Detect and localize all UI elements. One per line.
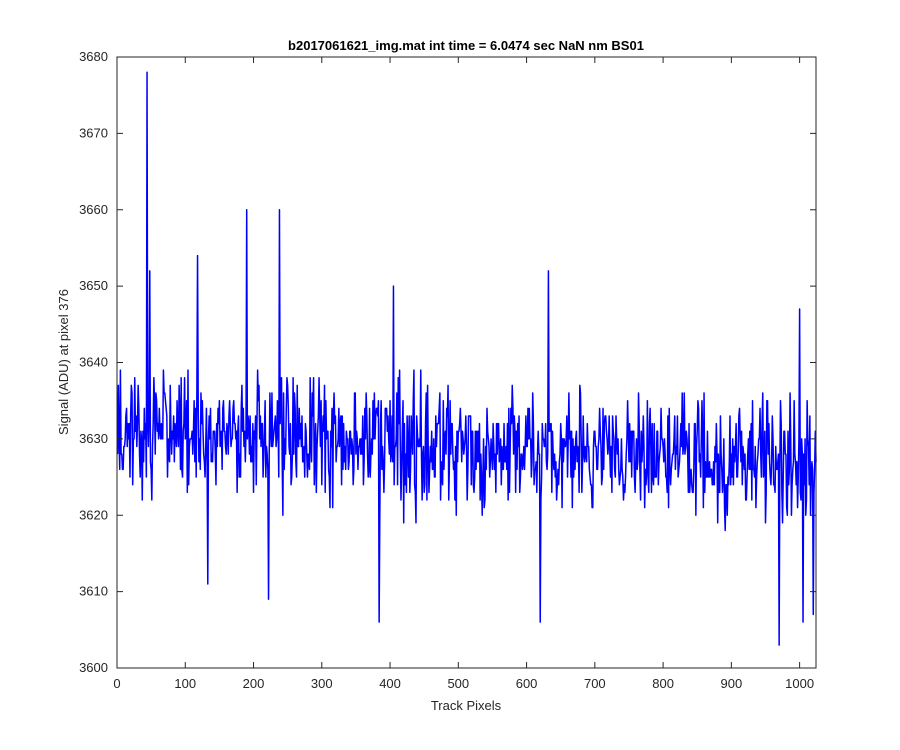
y-axis: 3600 3610 3620 3630 3640 3650 3660 3670 3680 bbox=[79, 49, 816, 675]
x-tick-label: 0 bbox=[113, 676, 120, 691]
series-line bbox=[116, 71, 817, 646]
x-tick-label: 400 bbox=[379, 676, 401, 691]
y-tick-label: 3630 bbox=[79, 431, 108, 446]
x-tick-label: 300 bbox=[311, 676, 333, 691]
y-tick-label: 3640 bbox=[79, 355, 108, 370]
y-tick-label: 3680 bbox=[79, 49, 108, 64]
x-tick-label: 1000 bbox=[785, 676, 814, 691]
x-tick-label: 900 bbox=[721, 676, 743, 691]
x-tick-label: 700 bbox=[584, 676, 606, 691]
x-tick-label: 600 bbox=[516, 676, 538, 691]
x-tick-label: 100 bbox=[174, 676, 196, 691]
chart-title: b2017061621_img.mat int time = 6.0474 se… bbox=[288, 38, 644, 53]
y-tick-label: 3620 bbox=[79, 507, 108, 522]
y-axis-label: Signal (ADU) at pixel 376 bbox=[56, 289, 71, 435]
x-tick-label: 200 bbox=[243, 676, 265, 691]
x-tick-label: 500 bbox=[447, 676, 469, 691]
y-tick-label: 3670 bbox=[79, 125, 108, 140]
x-axis-label: Track Pixels bbox=[431, 698, 502, 713]
axes-background bbox=[117, 57, 816, 668]
x-tick-label: 800 bbox=[652, 676, 674, 691]
y-tick-label: 3610 bbox=[79, 584, 108, 599]
y-tick-label: 3660 bbox=[79, 202, 108, 217]
y-tick-label: 3600 bbox=[79, 660, 108, 675]
x-axis: 0 100 200 300 400 500 600 700 800 900 1000 bbox=[113, 57, 814, 691]
plot-area bbox=[116, 56, 817, 669]
y-tick-label: 3650 bbox=[79, 278, 108, 293]
